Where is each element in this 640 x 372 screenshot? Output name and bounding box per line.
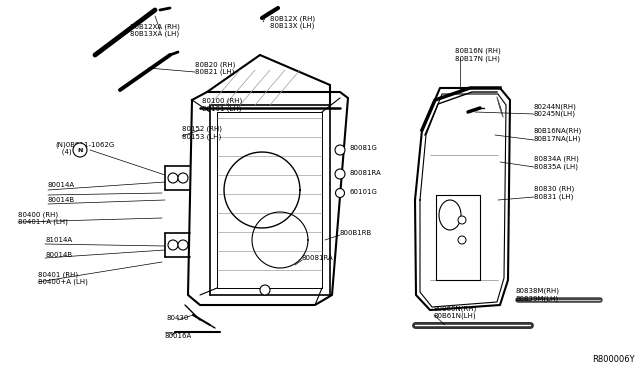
Text: 80430: 80430: [167, 315, 189, 321]
Text: 80014B: 80014B: [45, 252, 72, 258]
Text: 80B16N (RH)
80B17N (LH): 80B16N (RH) 80B17N (LH): [455, 48, 500, 62]
Text: 80401 (RH)
80400+A (LH): 80401 (RH) 80400+A (LH): [38, 271, 88, 285]
Text: 80152 (RH)
80153 (LH): 80152 (RH) 80153 (LH): [182, 126, 222, 140]
Text: 80016A: 80016A: [164, 333, 191, 339]
Circle shape: [335, 145, 345, 155]
Text: 800B1RB: 800B1RB: [340, 230, 372, 236]
Circle shape: [168, 173, 178, 183]
Circle shape: [335, 189, 344, 198]
Text: 80400 (RH)
80401+A (LH): 80400 (RH) 80401+A (LH): [18, 211, 68, 225]
Circle shape: [178, 240, 188, 250]
Text: 80838M(RH)
80839M(LH): 80838M(RH) 80839M(LH): [516, 288, 560, 302]
Circle shape: [260, 285, 270, 295]
Text: 80B20 (RH)
80B21 (LH): 80B20 (RH) 80B21 (LH): [195, 61, 236, 75]
Circle shape: [335, 169, 345, 179]
Text: 80244N(RH)
80245N(LH): 80244N(RH) 80245N(LH): [534, 103, 577, 117]
Circle shape: [73, 143, 87, 157]
Circle shape: [168, 240, 178, 250]
Circle shape: [458, 216, 466, 224]
Text: 80100 (RH)
80101 (LH): 80100 (RH) 80101 (LH): [202, 98, 243, 112]
Text: 80B12XA (RH)
80B13XA (LH): 80B12XA (RH) 80B13XA (LH): [130, 23, 180, 37]
Text: N: N: [77, 148, 83, 153]
Text: R800006Y: R800006Y: [593, 355, 635, 364]
Text: (N)0B911-1062G
   (4): (N)0B911-1062G (4): [55, 141, 115, 155]
Text: 80014B: 80014B: [48, 197, 75, 203]
Text: 80014A: 80014A: [48, 182, 75, 188]
Circle shape: [458, 236, 466, 244]
Text: 80081G: 80081G: [350, 145, 378, 151]
Ellipse shape: [439, 200, 461, 230]
Text: 80081RA: 80081RA: [302, 255, 333, 261]
Text: 80B16NA(RH)
80B17NA(LH): 80B16NA(RH) 80B17NA(LH): [534, 128, 582, 142]
Text: 80860N(RH)
80B61N(LH): 80860N(RH) 80B61N(LH): [434, 305, 477, 319]
Circle shape: [178, 173, 188, 183]
Text: 60101G: 60101G: [350, 189, 378, 195]
Text: 80081RA: 80081RA: [350, 170, 381, 176]
Text: 80B12X (RH)
80B13X (LH): 80B12X (RH) 80B13X (LH): [270, 15, 315, 29]
Text: 80830 (RH)
80831 (LH): 80830 (RH) 80831 (LH): [534, 186, 574, 200]
Text: 80834A (RH)
80835A (LH): 80834A (RH) 80835A (LH): [534, 156, 579, 170]
Text: 81014A: 81014A: [45, 237, 72, 243]
